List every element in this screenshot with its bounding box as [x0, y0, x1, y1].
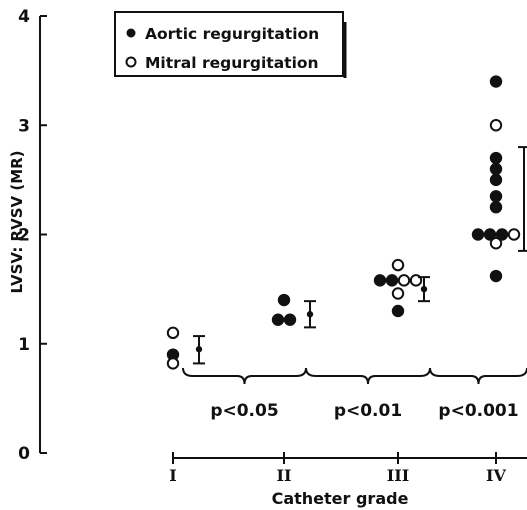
p-value-label: p<0.01 — [334, 401, 402, 421]
aortic-point — [471, 228, 485, 241]
x-axis: I II III IV — [169, 452, 527, 485]
aortic-point — [283, 313, 297, 326]
significance-brackets: p<0.05 p<0.01 p<0.001 — [182, 367, 527, 421]
mitral-point — [166, 326, 180, 340]
significance-bracket — [182, 367, 307, 385]
p-value-label: p<0.05 — [210, 401, 278, 421]
mitral-point — [507, 228, 521, 241]
y-tick-label: 1 — [18, 335, 30, 355]
aortic-point — [271, 313, 285, 326]
legend-marker-aortic — [126, 28, 136, 38]
mitral-point — [489, 237, 503, 250]
y-axis-label: LVSV: RVSV (MR) — [8, 150, 26, 293]
aortic-point — [495, 228, 509, 241]
x-tick-label: II — [277, 466, 292, 485]
mean-point — [195, 346, 203, 353]
x-tick-label: IV — [486, 466, 506, 485]
x-tick-label: III — [387, 466, 409, 485]
aortic-point — [489, 200, 503, 214]
mitral-point — [391, 287, 405, 300]
aortic-point — [391, 304, 405, 318]
mitral-point — [397, 274, 411, 287]
aortic-point — [277, 293, 291, 307]
aortic-point — [489, 173, 503, 187]
aortic-point — [489, 269, 503, 283]
mitral-point — [489, 119, 503, 132]
aortic-point — [489, 75, 503, 88]
legend: Aortic regurgitation Mitral regurgitatio… — [114, 11, 347, 78]
aortic-point — [385, 274, 399, 287]
y-axis: 0 1 2 3 4 — [18, 7, 47, 464]
legend-box — [114, 11, 344, 77]
aortic-point — [489, 162, 503, 176]
mean-point — [420, 285, 428, 293]
mean-point — [306, 311, 314, 318]
legend-label-mitral: Mitral regurgitation — [145, 54, 319, 72]
data-points — [166, 75, 521, 370]
x-axis-label: Catheter grade — [272, 489, 409, 508]
mean-sd-bars — [193, 146, 527, 365]
y-tick-label: 3 — [18, 116, 30, 136]
aortic-point — [489, 190, 503, 203]
aortic-point — [489, 151, 503, 165]
aortic-point — [483, 228, 497, 241]
aortic-point — [373, 274, 387, 287]
mitral-point — [391, 258, 405, 272]
y-tick-label: 2 — [18, 226, 30, 246]
y-tick-label: 0 — [18, 444, 30, 464]
legend-label-aortic: Aortic regurgitation — [145, 25, 319, 43]
y-tick-label: 4 — [18, 7, 30, 27]
mitral-point — [166, 357, 180, 370]
significance-bracket — [305, 367, 431, 385]
p-value-label: p<0.001 — [438, 401, 518, 421]
x-tick-label: I — [169, 466, 176, 485]
significance-bracket — [429, 367, 527, 385]
legend-marker-mitral — [125, 56, 137, 68]
